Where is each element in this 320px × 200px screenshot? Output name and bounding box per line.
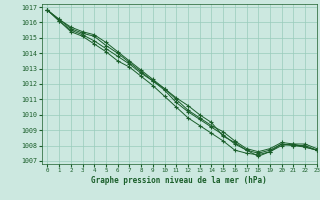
X-axis label: Graphe pression niveau de la mer (hPa): Graphe pression niveau de la mer (hPa) bbox=[91, 176, 267, 185]
